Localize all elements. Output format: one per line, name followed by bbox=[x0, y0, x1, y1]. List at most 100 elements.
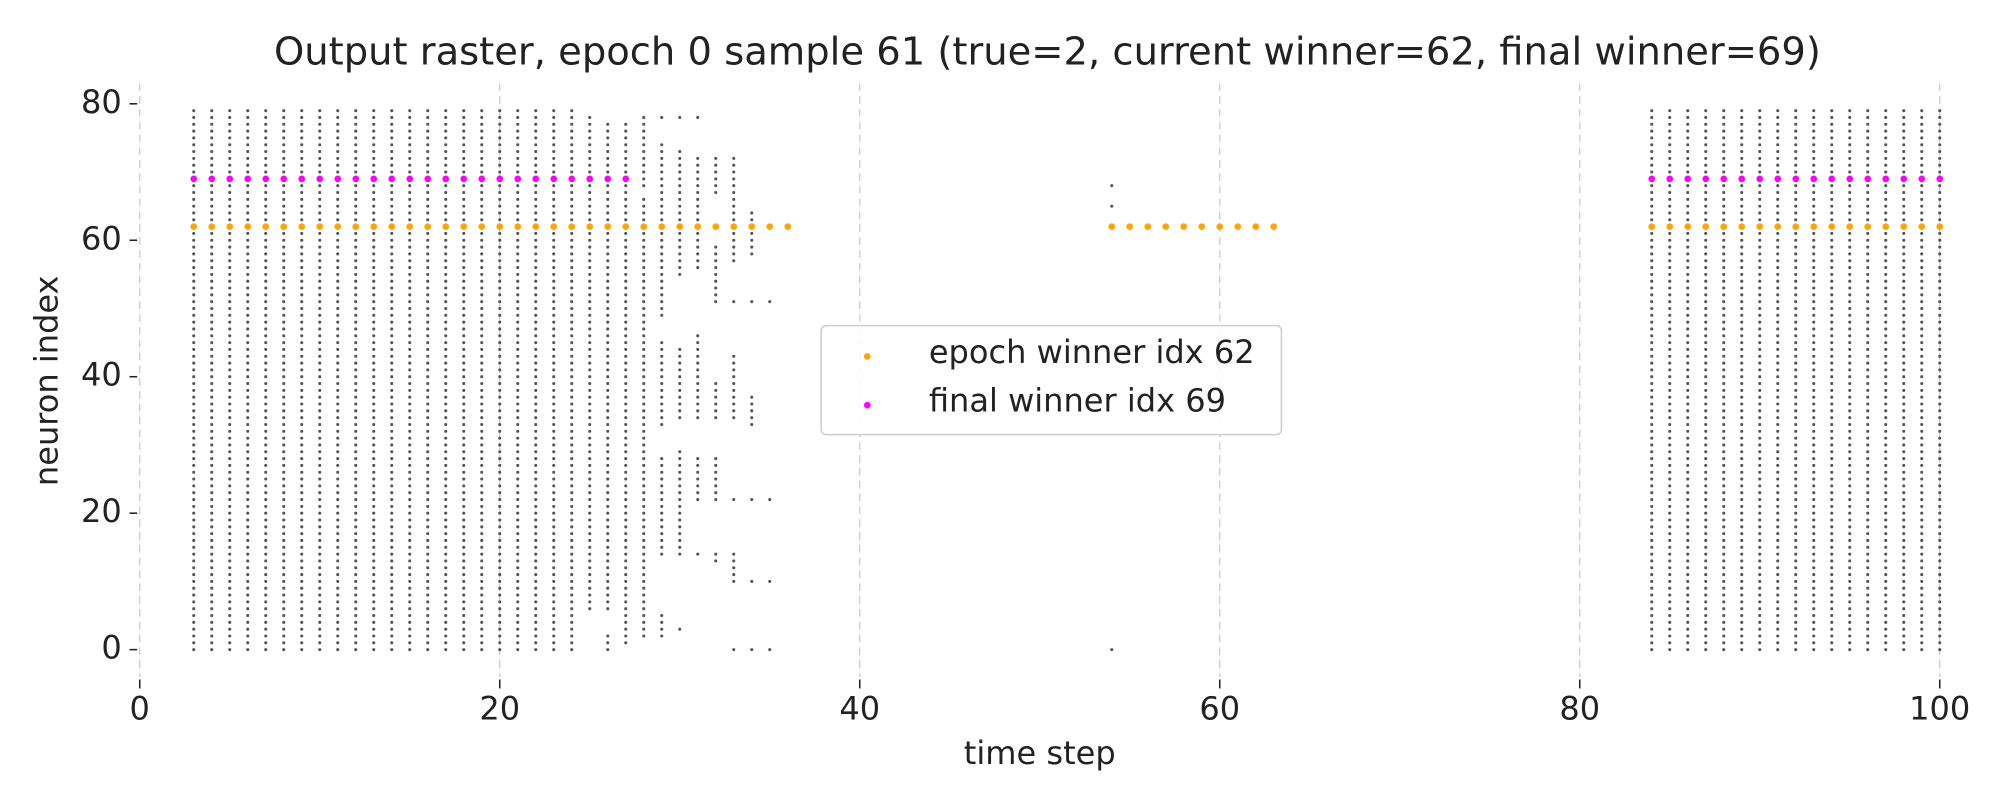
spike bbox=[228, 382, 232, 386]
spike bbox=[264, 266, 268, 270]
y-tick-label: 80 bbox=[81, 83, 122, 121]
spike bbox=[660, 477, 664, 481]
spike bbox=[1686, 511, 1690, 515]
spike bbox=[480, 293, 484, 297]
spike bbox=[624, 607, 628, 611]
spike bbox=[1110, 204, 1114, 208]
spike bbox=[642, 382, 646, 386]
spike bbox=[1776, 600, 1780, 604]
spike bbox=[1776, 190, 1780, 195]
spike bbox=[498, 238, 502, 242]
spike bbox=[210, 156, 214, 160]
spike bbox=[354, 245, 358, 249]
spike bbox=[300, 238, 304, 242]
spike bbox=[552, 245, 556, 249]
spike bbox=[1920, 491, 1924, 495]
spike bbox=[264, 395, 268, 399]
spike bbox=[1812, 600, 1816, 604]
spike bbox=[642, 313, 646, 317]
spike bbox=[444, 279, 448, 283]
spike bbox=[534, 395, 538, 399]
spike bbox=[1830, 395, 1834, 399]
spike bbox=[606, 443, 610, 447]
spike bbox=[1794, 286, 1798, 290]
spike bbox=[516, 266, 520, 270]
spike bbox=[606, 259, 610, 263]
spike bbox=[480, 238, 484, 242]
spike bbox=[1812, 648, 1816, 652]
spike bbox=[1740, 593, 1744, 597]
spike bbox=[1686, 429, 1690, 433]
spike bbox=[1758, 613, 1762, 618]
spike bbox=[678, 504, 682, 508]
spike bbox=[1920, 252, 1924, 256]
spike bbox=[1776, 341, 1780, 345]
spike bbox=[732, 382, 736, 386]
spike bbox=[354, 361, 358, 365]
spike bbox=[1740, 443, 1744, 447]
spike bbox=[1758, 395, 1762, 399]
spike bbox=[516, 477, 520, 481]
spike bbox=[336, 620, 340, 624]
spike bbox=[552, 559, 556, 563]
spike bbox=[1794, 620, 1798, 624]
spike bbox=[1884, 491, 1888, 495]
spike bbox=[1668, 334, 1672, 338]
spike bbox=[1938, 354, 1942, 358]
spike bbox=[480, 184, 484, 188]
spike bbox=[192, 286, 196, 290]
spike bbox=[318, 388, 322, 392]
spike bbox=[1866, 579, 1870, 583]
spike bbox=[300, 143, 304, 147]
spike bbox=[516, 545, 520, 549]
spike bbox=[408, 293, 412, 297]
spike bbox=[462, 218, 466, 222]
spike bbox=[462, 429, 466, 433]
spike bbox=[642, 593, 646, 597]
spike bbox=[534, 293, 538, 297]
spike bbox=[534, 463, 538, 467]
spike bbox=[534, 218, 538, 222]
spike bbox=[372, 218, 376, 222]
spike bbox=[444, 320, 448, 324]
spike bbox=[318, 245, 322, 249]
spike bbox=[1686, 395, 1690, 399]
spike bbox=[318, 497, 322, 502]
spike bbox=[210, 272, 214, 276]
spike bbox=[264, 511, 268, 515]
spike bbox=[624, 477, 628, 481]
spike bbox=[1902, 306, 1906, 311]
spike bbox=[516, 484, 520, 488]
spike bbox=[516, 491, 520, 495]
spike bbox=[444, 504, 448, 508]
spike bbox=[1794, 136, 1798, 140]
x-tick-label: 20 bbox=[479, 689, 520, 727]
spike bbox=[336, 457, 340, 461]
spike bbox=[678, 252, 682, 256]
spike bbox=[1866, 436, 1870, 440]
spike bbox=[210, 559, 214, 563]
spike bbox=[210, 491, 214, 495]
spike bbox=[300, 218, 304, 222]
spike bbox=[1776, 457, 1780, 461]
spike bbox=[282, 327, 286, 331]
spike bbox=[696, 395, 700, 399]
spike bbox=[210, 634, 214, 638]
spike bbox=[1650, 109, 1654, 113]
spike bbox=[246, 361, 250, 365]
spike bbox=[1902, 388, 1906, 392]
spike bbox=[1650, 300, 1654, 304]
spike bbox=[426, 477, 430, 481]
spike bbox=[354, 150, 358, 154]
spike bbox=[1884, 388, 1888, 392]
spike bbox=[516, 409, 520, 413]
spike bbox=[1740, 320, 1744, 324]
spike bbox=[264, 122, 268, 126]
spike bbox=[354, 402, 358, 406]
spike bbox=[1686, 470, 1690, 474]
spike bbox=[264, 600, 268, 604]
spike bbox=[1902, 143, 1906, 147]
spike bbox=[318, 620, 322, 624]
spike bbox=[480, 484, 484, 488]
spike bbox=[570, 579, 574, 583]
